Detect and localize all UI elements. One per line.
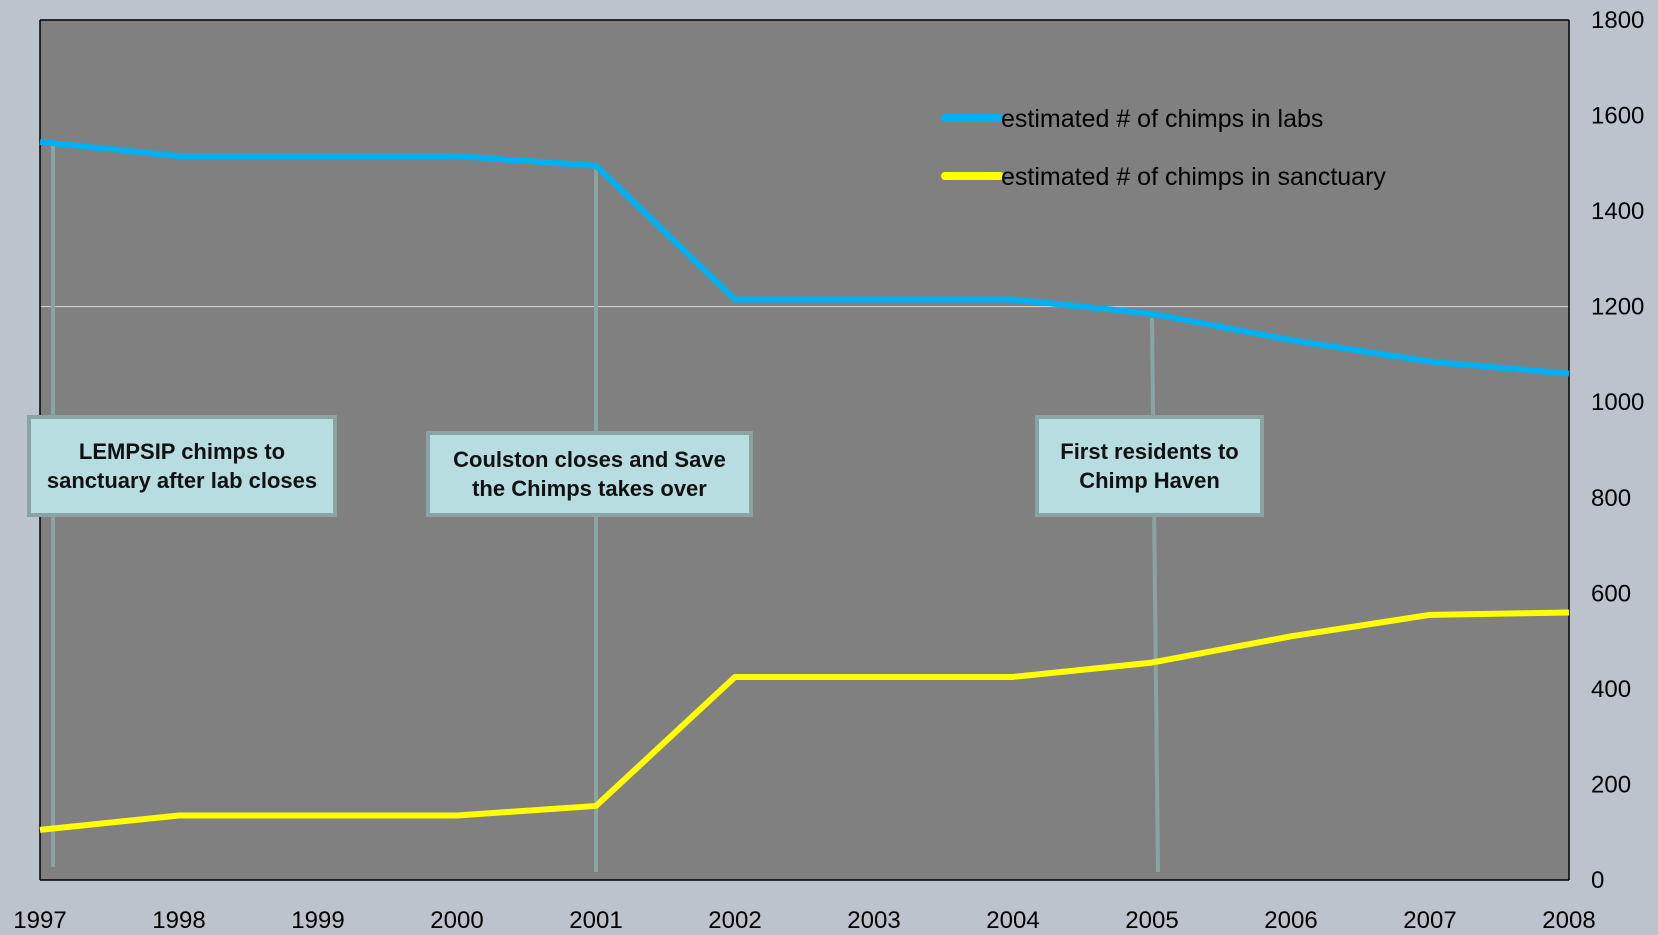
- y-tick-label: 1800: [1591, 7, 1644, 34]
- series-layer: [39, 138, 1570, 833]
- x-tick-label: 2002: [708, 907, 761, 934]
- x-tick-label: 2004: [986, 907, 1039, 934]
- y-tick-label: 1000: [1591, 389, 1644, 416]
- series-line-sanctuary: [39, 609, 1570, 833]
- x-tick-label: 1999: [291, 907, 344, 934]
- y-tick-label: 1600: [1591, 103, 1644, 130]
- legend-label-labs: estimated # of chimps in labs: [1001, 105, 1323, 133]
- y-tick-label: 0: [1591, 867, 1604, 894]
- legend-label-sanctuary: estimated # of chimps in sanctuary: [1001, 163, 1386, 191]
- x-axis-ticks: 1997 1998 1999 2000 2001 2002 2003 2004 2005 2006…: [13, 907, 1595, 934]
- x-tick-label: 2007: [1403, 907, 1456, 934]
- annotation-coulston: Coulston closes and Save the Chimps take…: [426, 431, 753, 517]
- annotation-chimp-haven: First residents to Chimp Haven: [1035, 415, 1264, 517]
- x-tick-label: 2003: [847, 907, 900, 934]
- series-line-labs: [39, 138, 1570, 377]
- x-tick-label: 2001: [569, 907, 622, 934]
- y-tick-label: 200: [1591, 771, 1631, 798]
- y-tick-label: 800: [1591, 485, 1631, 512]
- y-axis-ticks: 0 200 400 600 800 1000 1200 1400 1600 1800: [1591, 7, 1644, 894]
- legend: estimated # of chimps in labs estimated …: [941, 105, 1386, 191]
- x-tick-label: 2005: [1125, 907, 1178, 934]
- y-tick-label: 1200: [1591, 294, 1644, 321]
- x-tick-label: 2008: [1542, 907, 1595, 934]
- x-tick-label: 1998: [152, 907, 205, 934]
- x-tick-label: 2006: [1264, 907, 1317, 934]
- y-tick-label: 400: [1591, 676, 1631, 703]
- x-tick-label: 2000: [430, 907, 483, 934]
- x-tick-label: 1997: [13, 907, 66, 934]
- y-tick-label: 1400: [1591, 198, 1644, 225]
- y-tick-label: 600: [1591, 580, 1631, 607]
- annotation-lempsip: LEMPSIP chimps to sanctuary after lab cl…: [27, 415, 337, 517]
- annotation-connector-2005: [1150, 317, 1160, 873]
